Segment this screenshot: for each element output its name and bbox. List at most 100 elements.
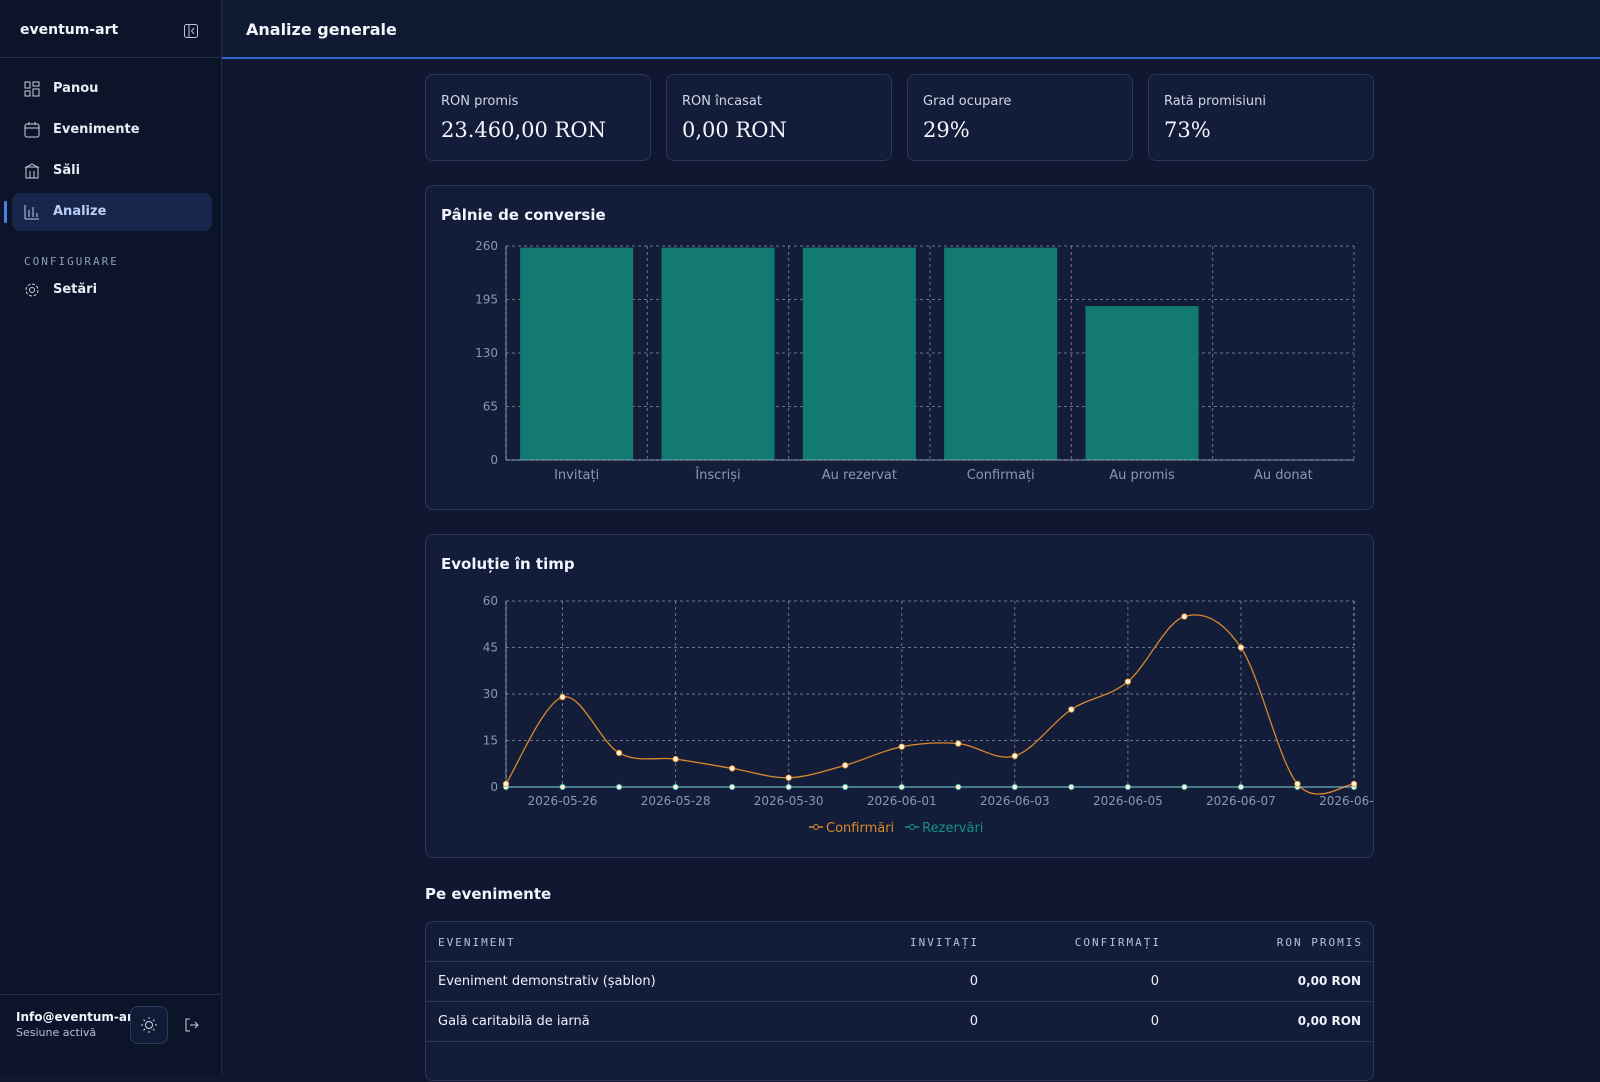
- sidebar: eventum-art Panou Evenimente Săli Analiz…: [0, 0, 222, 1074]
- x-tick-label: Invitați: [554, 468, 599, 483]
- section-title: Pe evenimente: [425, 885, 552, 903]
- legend-symbol: [909, 824, 916, 830]
- x-tick-label: 2026-06-01: [867, 794, 937, 808]
- line-point: [1068, 706, 1075, 713]
- nav-label: Evenimente: [53, 122, 140, 137]
- table: EVENIMENT INVITAȚI CONFIRMAȚI RON PROMIS…: [425, 921, 1374, 1081]
- nav-item[interactable]: Analize: [12, 193, 212, 231]
- y-tick-label: 60: [483, 594, 498, 608]
- y-tick-label: 260: [475, 239, 498, 253]
- logout-button[interactable]: [184, 1017, 200, 1033]
- line-point: [1181, 613, 1188, 620]
- page-title: Analize generale: [246, 20, 397, 39]
- bar: [520, 247, 634, 460]
- kpi-label: RON încasat: [682, 94, 762, 109]
- y-tick-label: 0: [490, 453, 498, 467]
- nav-item[interactable]: Evenimente: [12, 111, 212, 149]
- x-tick-label: Au rezervat: [822, 468, 897, 483]
- x-tick-label: Înscriși: [694, 467, 740, 483]
- y-tick-label: 0: [490, 780, 498, 794]
- x-tick-label: 2026-06-03: [980, 794, 1050, 808]
- cell: Eveniment demonstrativ (șablon): [438, 974, 656, 989]
- x-tick-label: Au donat: [1254, 468, 1313, 483]
- nav-label: Panou: [53, 81, 99, 96]
- line-point: [1350, 780, 1358, 788]
- kpi-card: RON promis 23.460,00 RON: [425, 74, 651, 161]
- divider: [0, 57, 221, 58]
- y-tick-label: 130: [475, 346, 498, 360]
- kpi-card: Grad ocupare 29%: [907, 74, 1133, 161]
- chart-title: Pâlnie de conversie: [441, 206, 606, 224]
- column-header: CONFIRMAȚI: [1074, 936, 1161, 949]
- x-tick-label: 2026-06-05: [1093, 794, 1163, 808]
- line-point: [955, 740, 962, 747]
- table-row: [426, 1041, 1373, 1082]
- kpi-card: Rată promisiuni 73%: [1148, 74, 1374, 161]
- nav-item[interactable]: Setări: [12, 271, 212, 309]
- table-row: Eveniment demonstrativ (șablon) 0 0 0,00…: [426, 961, 1373, 1002]
- column-header: EVENIMENT: [438, 936, 516, 949]
- cell: 0: [969, 974, 978, 989]
- cell: 0: [969, 1014, 978, 1029]
- chart: Pâlnie de conversie 0 65 130 195 260 Invitați Î…: [441, 206, 1355, 483]
- brand: eventum-art: [20, 22, 119, 38]
- column-header: INVITAȚI: [910, 936, 979, 949]
- x-tick-label: Confirmați: [967, 468, 1035, 483]
- active-indicator: [4, 201, 7, 223]
- kpi-value: 73%: [1164, 118, 1211, 142]
- x-tick-label: 2026-06-11: [1319, 794, 1373, 808]
- line-point: [728, 765, 736, 772]
- cell: 0,00 RON: [1297, 1014, 1361, 1028]
- line-point: [672, 755, 679, 763]
- kpi-value: 29%: [923, 118, 970, 142]
- line-point: [1124, 678, 1132, 685]
- cell: 0: [1150, 1014, 1159, 1029]
- nav-label: Analize: [53, 204, 107, 219]
- bar: [944, 247, 1058, 460]
- line-point: [785, 774, 792, 781]
- x-tick-label: Au promis: [1109, 468, 1175, 483]
- bar: [802, 247, 916, 460]
- nav-label: Setări: [53, 282, 98, 297]
- nav-item[interactable]: Săli: [12, 152, 212, 190]
- chart-card: Pâlnie de conversie 0 65 130 195 260 Invitați Î…: [425, 185, 1374, 510]
- session-status: Sesiune activă: [16, 1026, 97, 1039]
- y-tick-label: 45: [483, 641, 498, 655]
- nav-item[interactable]: Panou: [12, 70, 212, 108]
- line-point: [559, 693, 566, 701]
- y-tick-label: 195: [475, 293, 498, 307]
- kpi-label: Rată promisiuni: [1164, 94, 1266, 109]
- x-tick-label: 2026-05-26: [528, 794, 598, 808]
- line-point: [842, 762, 849, 769]
- bar: [1085, 306, 1199, 460]
- line-point: [615, 749, 623, 757]
- theme-toggle[interactable]: [130, 1006, 168, 1044]
- kpi-card: RON încasat 0,00 RON: [666, 74, 892, 161]
- y-tick-label: 65: [483, 400, 498, 414]
- legend-label: Confirmări: [826, 821, 894, 836]
- y-tick-label: 15: [483, 734, 498, 748]
- kpi-label: Grad ocupare: [923, 94, 1012, 109]
- cell: 0,00 RON: [1297, 974, 1361, 988]
- collapse-button[interactable]: [184, 24, 198, 38]
- line-point: [1294, 780, 1301, 788]
- legend-label: Rezervări: [922, 821, 983, 836]
- chart: Evoluție în timp 0 15 30 45 60 2026-05-26 2026-…: [441, 555, 1373, 836]
- header: Analize generale: [222, 0, 1600, 59]
- column-header: RON PROMIS: [1276, 936, 1363, 949]
- line-point: [1237, 644, 1245, 651]
- x-tick-label: 2026-05-28: [641, 794, 711, 808]
- chart-card: Evoluție în timp 0 15 30 45 60 2026-05-26 2026-…: [425, 534, 1374, 858]
- kpi-value: 0,00 RON: [682, 118, 787, 142]
- nav-label: Săli: [53, 163, 81, 178]
- y-tick-label: 30: [483, 687, 498, 701]
- line-point: [898, 743, 905, 750]
- x-tick-label: 2026-06-07: [1206, 794, 1276, 808]
- user-email: Info@eventum-ar...: [16, 1010, 145, 1024]
- line-point: [1011, 752, 1018, 760]
- section-label: CONFIGURARE: [24, 255, 119, 268]
- cell: Gală caritabilă de iarnă: [438, 1014, 590, 1029]
- x-tick-label: 2026-05-30: [754, 794, 824, 808]
- bar: [661, 247, 775, 460]
